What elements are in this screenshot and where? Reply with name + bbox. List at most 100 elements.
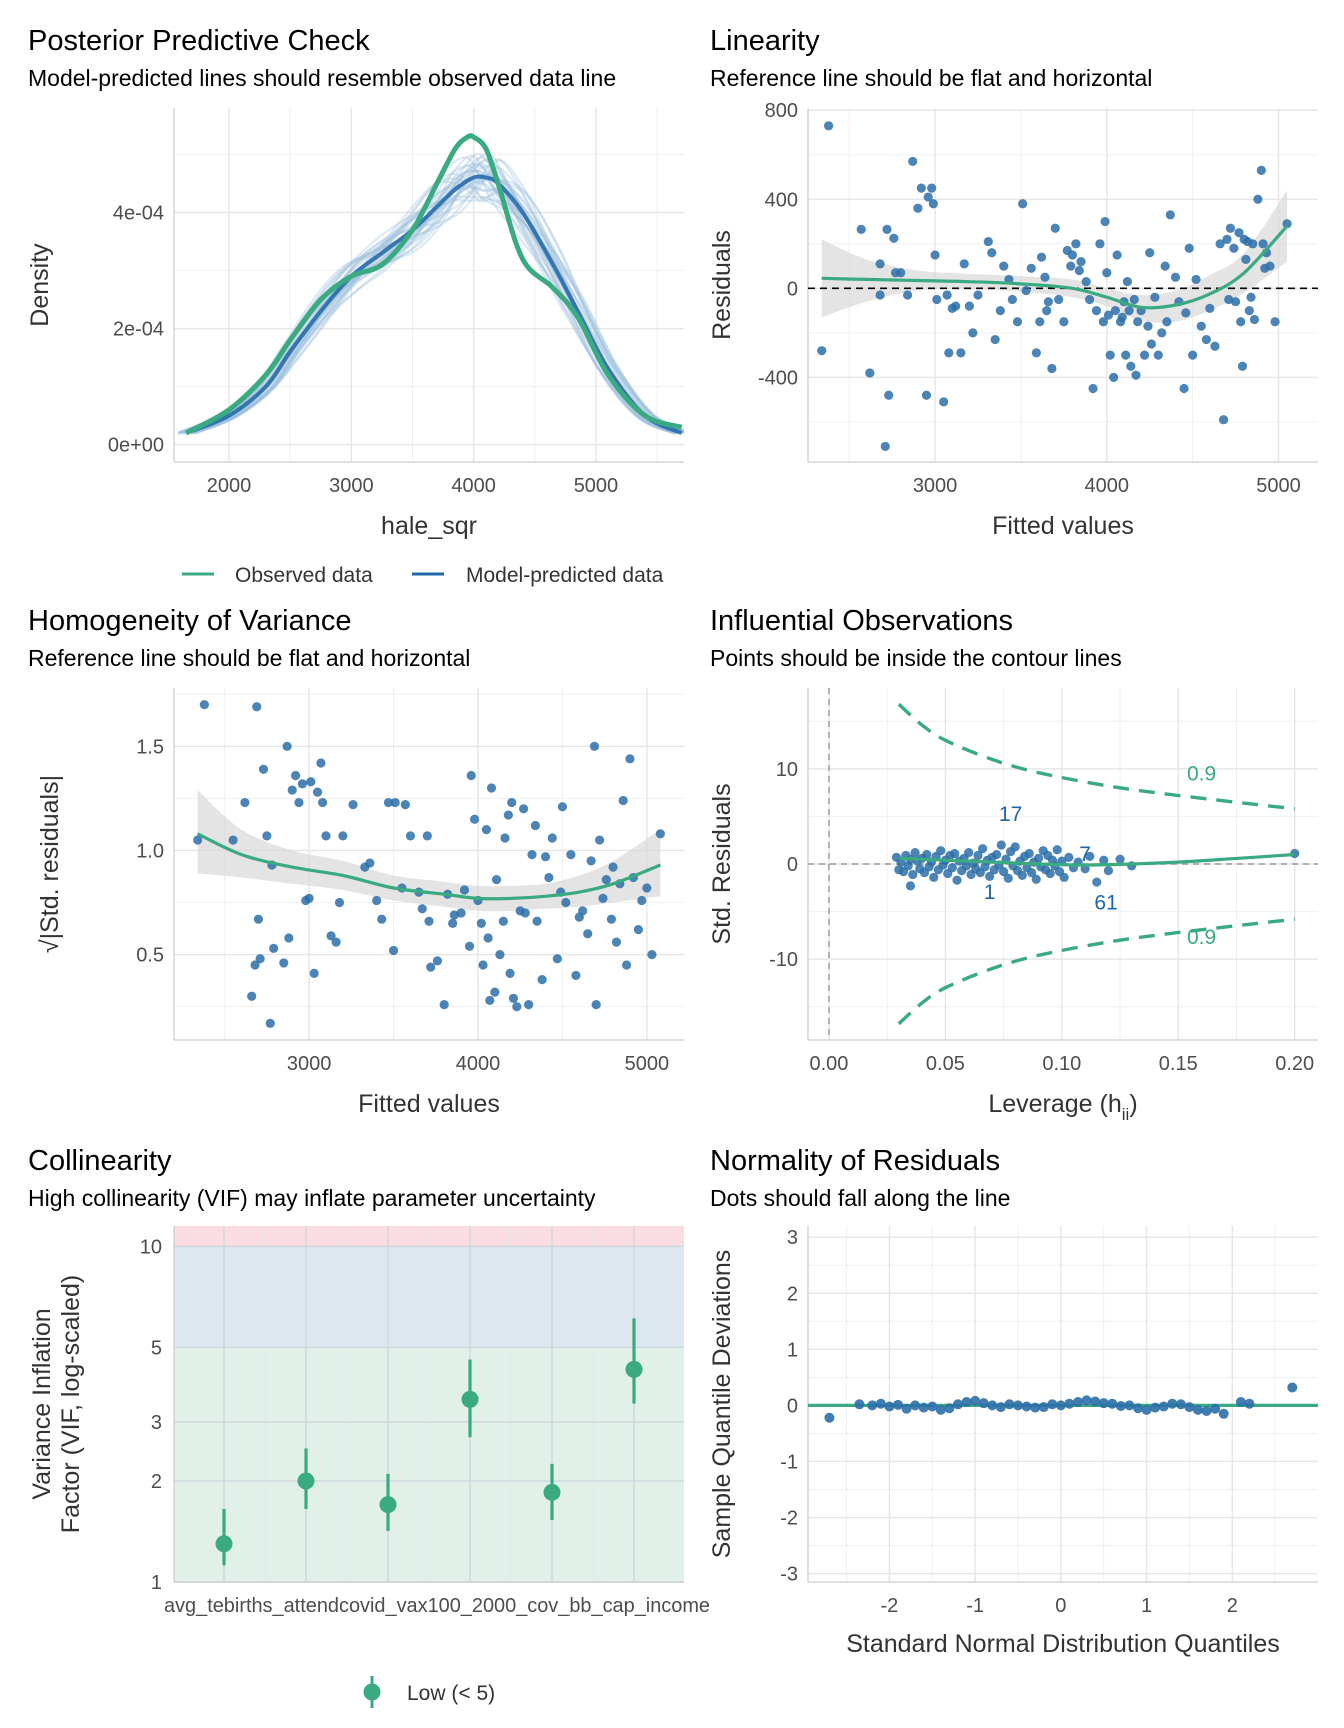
residual-point xyxy=(939,397,949,407)
observed-data-line xyxy=(185,133,683,436)
observation-point xyxy=(1099,855,1109,865)
quantile-point xyxy=(935,1404,946,1415)
x-tick-label: 0 xyxy=(1055,1595,1066,1617)
std-residual-point xyxy=(598,893,608,903)
residual-point xyxy=(1246,292,1256,302)
std-residual-point xyxy=(503,810,513,820)
std-residual-point xyxy=(633,925,644,935)
panel-title: Normality of Residuals xyxy=(710,1145,1000,1177)
legend-key-point xyxy=(363,1683,381,1701)
observation-point xyxy=(1026,867,1037,878)
quantile-point xyxy=(953,1399,963,1410)
observation-point xyxy=(908,869,918,880)
residual-point xyxy=(1270,317,1280,327)
observation-point xyxy=(1045,868,1055,879)
predicted-draw-line xyxy=(192,180,684,434)
residual-point xyxy=(1150,292,1160,302)
panel-linearity: Linearity Reference line should be flat a… xyxy=(708,25,1318,540)
std-residual-point xyxy=(495,950,505,960)
observation-point xyxy=(936,846,946,856)
std-residual-point xyxy=(601,875,611,885)
x-tick-label: 3000 xyxy=(287,1053,332,1075)
std-residual-point xyxy=(586,856,596,866)
quantile-point xyxy=(1287,1382,1298,1393)
residual-point xyxy=(1112,250,1122,260)
vif-point xyxy=(215,1535,233,1553)
residual-point xyxy=(1042,306,1052,316)
std-residual-point xyxy=(491,875,502,885)
residual-point xyxy=(1047,363,1057,374)
std-residual-point xyxy=(578,906,588,916)
std-residual-point xyxy=(498,916,508,926)
residual-point xyxy=(927,183,937,193)
x-tick-label: 0.00 xyxy=(809,1053,848,1075)
predicted-draw-line xyxy=(194,175,684,435)
std-residual-point xyxy=(618,795,628,806)
residual-point xyxy=(1036,252,1047,262)
std-residual-point xyxy=(532,916,542,926)
observation-point xyxy=(961,861,971,871)
observation-point xyxy=(1033,853,1044,863)
residual-point xyxy=(1253,194,1263,204)
std-residual-point xyxy=(518,804,529,814)
vif-point xyxy=(297,1472,315,1490)
vif-point xyxy=(461,1390,479,1408)
residual-point xyxy=(1081,277,1091,287)
plot-area xyxy=(193,700,665,1028)
residual-point xyxy=(1230,297,1241,307)
std-residual-point xyxy=(312,787,323,797)
quantile-point xyxy=(1218,1408,1229,1419)
residual-point xyxy=(1012,317,1023,327)
y-axis-title: Residuals xyxy=(708,230,736,340)
residual-point xyxy=(1249,314,1260,325)
observation-point xyxy=(992,849,1002,860)
std-residual-point xyxy=(439,999,449,1010)
std-residual-point xyxy=(469,814,480,824)
predicted-draw-line xyxy=(183,157,681,435)
std-residual-point xyxy=(566,850,576,860)
residual-point xyxy=(1059,317,1069,327)
residual-point xyxy=(1153,350,1163,360)
residual-point xyxy=(1129,294,1139,305)
residual-point xyxy=(959,259,969,269)
x-axis-title-close: ) xyxy=(1129,1090,1137,1118)
x-tick-label: 3000 xyxy=(913,475,958,497)
observation-point xyxy=(973,850,983,861)
std-residual-point xyxy=(608,862,618,872)
residual-point xyxy=(1229,243,1239,253)
x-tick-label: 2000 xyxy=(207,475,252,497)
std-residual-point xyxy=(240,797,250,808)
std-residual-point xyxy=(377,914,387,924)
quantile-point xyxy=(978,1398,989,1409)
panel-subtitle: Reference line should be flat and horizo… xyxy=(710,65,1152,91)
panel-posterior-predictive-check: Posterior Predictive Check Model-predicte… xyxy=(26,25,684,587)
std-residual-point xyxy=(252,702,262,712)
quantile-point xyxy=(944,1403,955,1414)
x-axis-title-main: Leverage (h xyxy=(988,1090,1121,1118)
panel-title: Collinearity xyxy=(28,1145,172,1177)
std-residual-point xyxy=(625,754,635,764)
quantile-point xyxy=(1047,1399,1058,1410)
residual-point xyxy=(1215,239,1225,249)
std-residual-point xyxy=(466,770,476,781)
x-tick-label: 0.15 xyxy=(1159,1053,1198,1075)
std-residual-point xyxy=(647,950,657,960)
std-residual-point xyxy=(500,833,510,843)
std-residual-point xyxy=(476,918,486,928)
y-tick-label: 1.5 xyxy=(136,736,164,758)
std-residual-point xyxy=(478,960,488,970)
residual-point xyxy=(1237,361,1248,371)
plot-area xyxy=(808,1382,1318,1423)
quantile-point xyxy=(1021,1401,1032,1412)
observation-point xyxy=(996,840,1006,850)
std-residual-point xyxy=(547,833,557,843)
std-residual-point xyxy=(557,802,568,812)
quantile-point xyxy=(1167,1398,1178,1409)
predicted-data-line xyxy=(185,174,683,435)
residual-point xyxy=(921,390,932,400)
quantile-point xyxy=(927,1401,938,1412)
std-residual-point xyxy=(405,831,416,841)
x-tick-label: 3000 xyxy=(329,475,374,497)
observation-point xyxy=(1024,848,1034,859)
quantile-point xyxy=(1098,1398,1109,1409)
